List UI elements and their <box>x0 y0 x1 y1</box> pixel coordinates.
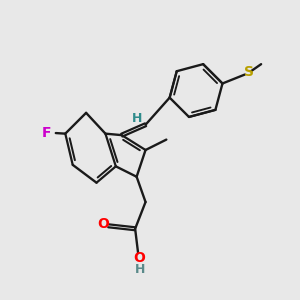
Text: O: O <box>97 217 109 231</box>
Text: F: F <box>42 126 52 140</box>
Text: H: H <box>132 112 142 125</box>
Text: H: H <box>134 263 145 276</box>
Text: S: S <box>244 65 254 79</box>
Text: O: O <box>133 251 145 266</box>
